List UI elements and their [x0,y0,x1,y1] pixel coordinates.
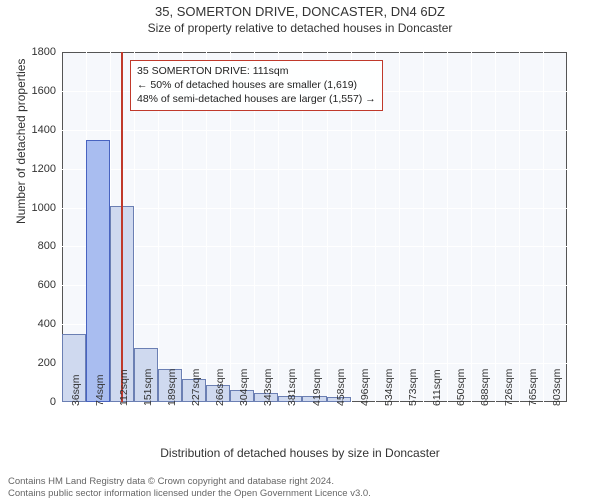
xtick-label: 611sqm [431,369,443,406]
annotation-line-2: ← 50% of detached houses are smaller (1,… [137,78,376,92]
xtick-label: 304sqm [238,369,250,406]
xtick-label: 266sqm [214,369,226,406]
gridline-h [62,130,567,131]
footer-line-1: Contains HM Land Registry data © Crown c… [8,476,371,488]
gridline-v [519,52,520,402]
xtick-label: 189sqm [166,369,178,406]
ytick-label: 1400 [32,124,56,136]
ytick-label: 1600 [32,85,56,97]
gridline-v [423,52,424,402]
xtick-label: 74sqm [94,374,106,406]
ytick-label: 600 [38,279,56,291]
bar-highlight [86,140,110,403]
ytick-label: 0 [50,396,56,408]
gridline-v [543,52,544,402]
xtick-label: 343sqm [262,369,274,406]
xtick-label: 381sqm [286,369,298,406]
gridline-v [399,52,400,402]
ytick-label: 1800 [32,46,56,58]
xtick-label: 36sqm [70,374,82,406]
gridline-h [62,324,567,325]
gridline-h [62,285,567,286]
plot-area: 020040060080010001200140016001800 36sqm7… [62,52,567,402]
footer-line-2: Contains public sector information licen… [8,488,371,500]
marker-line [121,52,123,402]
ytick-label: 200 [38,357,56,369]
gridline-h [62,208,567,209]
gridline-v [447,52,448,402]
xtick-label: 573sqm [407,369,419,406]
attribution-footer: Contains HM Land Registry data © Crown c… [8,476,371,500]
annotation-line-1: 35 SOMERTON DRIVE: 111sqm [137,64,376,78]
gridline-v [471,52,472,402]
xtick-label: 419sqm [311,369,323,406]
xtick-label: 496sqm [359,369,371,406]
gridline-h [62,246,567,247]
gridline-h [62,169,567,170]
gridline-v [495,52,496,402]
xtick-label: 458sqm [335,369,347,406]
y-axis-label: Number of detached properties [14,59,28,224]
xtick-label: 151sqm [142,369,154,406]
xtick-label: 726sqm [503,369,515,406]
xtick-label: 112sqm [118,369,130,406]
xtick-label: 803sqm [551,369,563,406]
chart-subtitle: Size of property relative to detached ho… [0,21,600,35]
annotation-box: 35 SOMERTON DRIVE: 111sqm ← 50% of detac… [130,60,383,111]
x-axis-label: Distribution of detached houses by size … [0,446,600,460]
xtick-label: 534sqm [383,369,395,406]
xtick-label: 650sqm [455,369,467,406]
xtick-label: 765sqm [527,369,539,406]
ytick-label: 1200 [32,163,56,175]
ytick-label: 400 [38,318,56,330]
page-title: 35, SOMERTON DRIVE, DONCASTER, DN4 6DZ [0,4,600,19]
xtick-label: 227sqm [190,369,202,406]
xtick-label: 688sqm [479,369,491,406]
ytick-label: 800 [38,240,56,252]
chart-container: 35, SOMERTON DRIVE, DONCASTER, DN4 6DZ S… [0,4,600,504]
ytick-label: 1000 [32,202,56,214]
annotation-line-3: 48% of semi-detached houses are larger (… [137,92,376,106]
